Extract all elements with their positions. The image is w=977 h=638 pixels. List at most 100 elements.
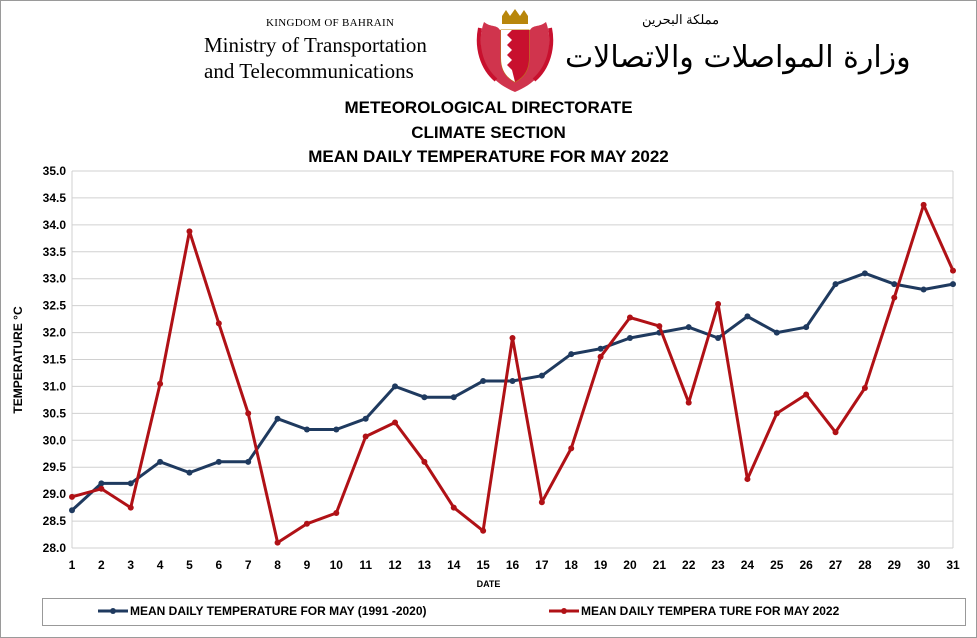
y-tick-label: 33.5	[43, 245, 67, 259]
x-tick-label: 4	[157, 558, 164, 572]
x-tick-label: 22	[682, 558, 696, 572]
x-tick-label: 19	[594, 558, 608, 572]
data-point-series1	[685, 324, 692, 331]
legend-label-series2: MEAN DAILY TEMPERA TURE FOR MAY 2022	[581, 604, 840, 618]
data-point-series2	[127, 504, 134, 511]
data-point-series1	[362, 415, 369, 422]
data-point-series2	[803, 391, 810, 398]
chart-title-line2: CLIMATE SECTION	[411, 123, 566, 142]
legend-marker-series1-icon	[98, 608, 128, 614]
x-tick-label: 25	[770, 558, 784, 572]
data-point-series2	[950, 267, 956, 274]
data-point-series1	[891, 281, 898, 288]
x-tick-label: 13	[418, 558, 432, 572]
data-point-series1	[392, 383, 399, 390]
data-point-series2	[245, 410, 252, 417]
data-point-series2	[333, 509, 340, 516]
data-point-series2	[98, 485, 105, 492]
x-tick-label: 3	[127, 558, 134, 572]
data-point-series1	[744, 313, 751, 320]
legend: MEAN DAILY TEMPERATURE FOR MAY (1991 -20…	[42, 598, 966, 626]
data-point-series1	[803, 324, 810, 331]
data-point-series1	[186, 469, 193, 476]
x-tick-label: 2	[98, 558, 105, 572]
chart-title-line3: MEAN DAILY TEMPERATURE FOR MAY 2022	[308, 147, 669, 166]
data-point-series2	[421, 458, 428, 465]
data-point-series2	[773, 410, 780, 417]
y-tick-label: 33.0	[43, 272, 67, 286]
data-point-series2	[656, 323, 663, 330]
data-point-series1	[303, 426, 310, 433]
legend-item-series2: MEAN DAILY TEMPERA TURE FOR MAY 2022	[549, 604, 839, 618]
data-point-series1	[715, 334, 722, 341]
data-point-series1	[480, 378, 487, 385]
data-point-series2	[626, 314, 633, 321]
chart-title-line1: METEOROLOGICAL DIRECTORATE	[344, 98, 633, 117]
x-tick-label: 24	[741, 558, 755, 572]
data-point-series1	[950, 281, 956, 288]
x-tick-label: 30	[917, 558, 931, 572]
x-tick-label: 18	[565, 558, 579, 572]
y-tick-label: 32.5	[43, 299, 67, 313]
data-point-series2	[715, 301, 722, 308]
arabic-kingdom-label: مملكة البحرين	[642, 12, 720, 27]
x-tick-label: 21	[653, 558, 667, 572]
x-tick-label: 9	[304, 558, 311, 572]
x-tick-label: 5	[186, 558, 193, 572]
x-tick-label: 7	[245, 558, 252, 572]
y-tick-label: 29.0	[43, 487, 67, 501]
data-point-series2	[450, 504, 457, 511]
y-tick-label: 34.5	[43, 191, 67, 205]
legend-item-series1: MEAN DAILY TEMPERATURE FOR MAY (1991 -20…	[98, 604, 427, 618]
data-point-series2	[392, 419, 399, 426]
data-point-series1	[832, 281, 839, 288]
x-tick-label: 1	[69, 558, 76, 572]
x-tick-label: 20	[623, 558, 637, 572]
data-point-series1	[450, 394, 457, 401]
legend-label-series1: MEAN DAILY TEMPERATURE FOR MAY (1991 -20…	[130, 604, 427, 618]
data-point-series2	[568, 445, 575, 452]
y-tick-label: 32.0	[43, 326, 67, 340]
y-tick-label: 28.0	[43, 541, 67, 555]
x-tick-label: 11	[359, 558, 372, 572]
data-point-series2	[215, 320, 222, 327]
x-tick-label: 15	[476, 558, 490, 572]
data-point-series1	[274, 415, 281, 422]
y-tick-label: 30.5	[43, 406, 67, 420]
data-point-series1	[127, 480, 134, 487]
header: KINGDOM OF BAHRAIN Ministry of Transport…	[0, 0, 977, 92]
data-point-series1	[861, 270, 868, 277]
data-point-series2	[303, 520, 310, 527]
x-tick-label: 14	[447, 558, 461, 572]
data-point-series2	[861, 385, 868, 392]
ministry-name-line2: and Telecommunications	[204, 59, 414, 83]
x-tick-label: 17	[535, 558, 549, 572]
arabic-ministry-name: وزارة المواصلات والاتصالات	[565, 40, 911, 75]
series-line-1	[70, 271, 954, 512]
bahrain-crest-icon	[476, 9, 554, 92]
data-point-series2	[69, 493, 75, 500]
data-point-series1	[245, 458, 252, 465]
data-point-series1	[920, 286, 927, 293]
data-point-series1	[538, 372, 545, 379]
x-tick-label: 8	[274, 558, 281, 572]
data-point-series2	[744, 476, 751, 483]
x-tick-label: 16	[506, 558, 520, 572]
data-point-series1	[98, 480, 105, 487]
line-chart: 28.0 28.5 29.0 29.5 30.0 30.5 31.0 31.5 32.0 32.5…	[43, 164, 960, 572]
x-tick-label: 10	[330, 558, 344, 572]
data-point-series2	[186, 228, 193, 235]
x-tick-label: 6	[215, 558, 222, 572]
series-line-2	[71, 203, 955, 545]
data-point-series2	[509, 334, 516, 341]
data-point-series1	[157, 458, 164, 465]
legend-marker-series2-icon	[549, 608, 579, 614]
data-point-series1	[215, 458, 222, 465]
data-point-series1	[597, 345, 604, 352]
data-point-series1	[69, 507, 75, 514]
x-tick-label: 28	[858, 558, 872, 572]
y-tick-label: 35.0	[43, 164, 67, 178]
x-tick-label: 26	[799, 558, 813, 572]
kingdom-label: KINGDOM OF BAHRAIN	[266, 17, 395, 29]
data-point-series2	[480, 527, 487, 534]
